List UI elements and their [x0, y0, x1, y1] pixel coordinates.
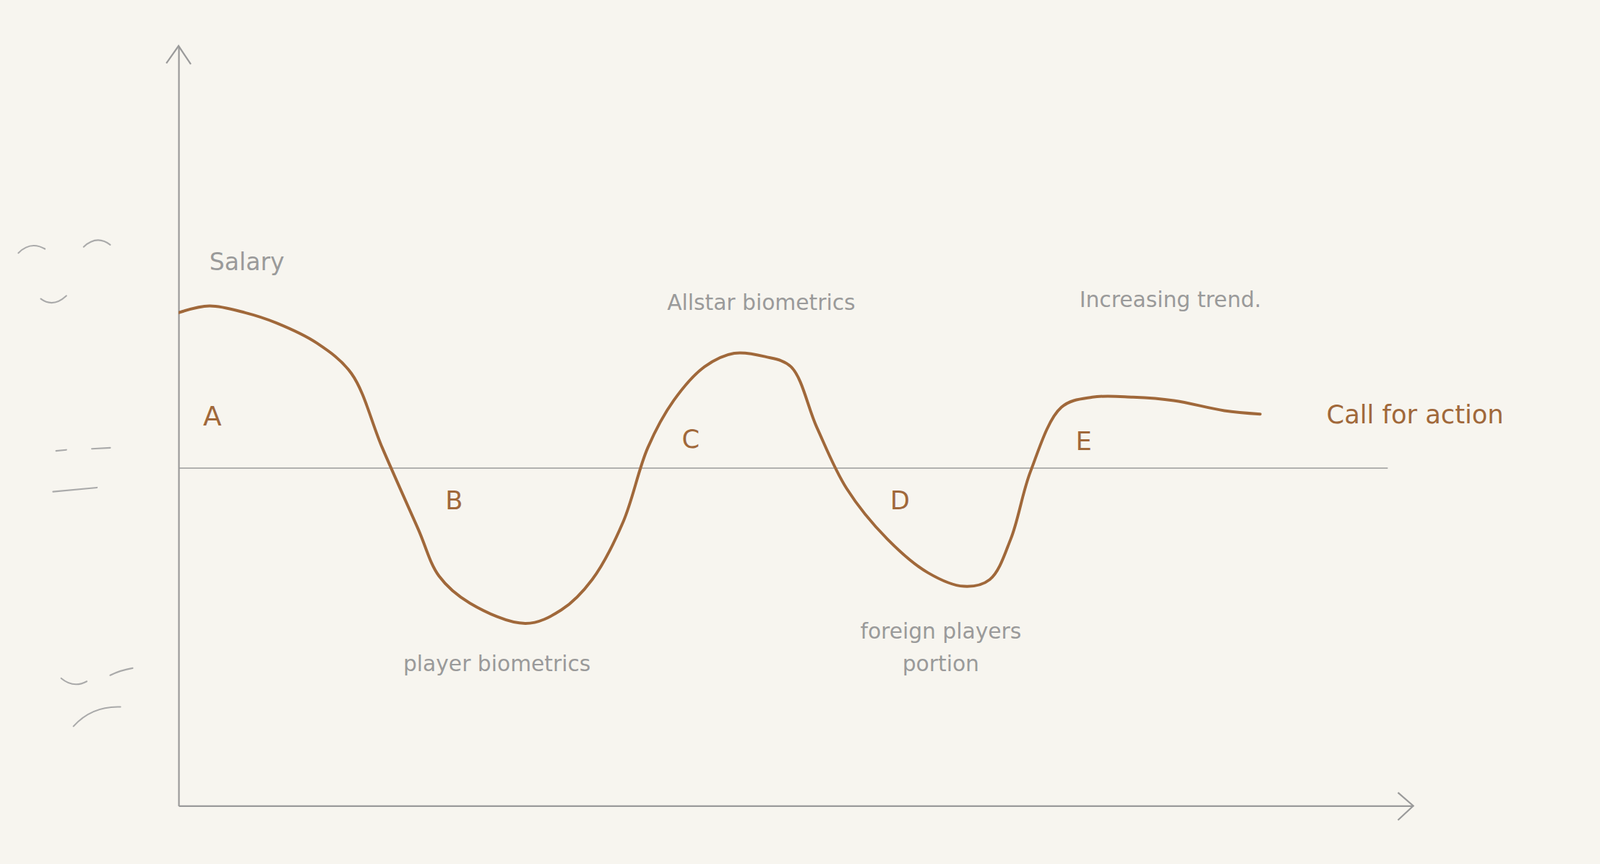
chart: Salary A Bplayer biometrics C Allstar biomet…: [0, 0, 1600, 864]
plot-area: [178, 306, 1261, 624]
annotation: Allstar biometrics: [667, 289, 855, 316]
grid-line: [178, 467, 1388, 470]
face-stroke: [40, 295, 66, 303]
annotation: Call for action: [1326, 399, 1504, 430]
annotation: foreign players portion: [859, 618, 1022, 677]
arrow: [166, 46, 191, 65]
grid: [178, 467, 1388, 469]
curve: [178, 306, 1261, 624]
face-stroke: [83, 239, 111, 247]
axis-line: [177, 46, 180, 807]
face-stroke: [52, 487, 97, 493]
annotation: player biometrics: [403, 651, 591, 677]
annotation: D: [890, 485, 910, 516]
annotation: A: [203, 400, 222, 433]
y-axis: [178, 46, 180, 807]
x-axis: [179, 805, 1415, 807]
annotation: B: [445, 485, 463, 516]
face-stroke: [56, 450, 67, 451]
annotation: C: [682, 424, 701, 454]
annotation: E: [1075, 426, 1092, 457]
annotation: Salary: [209, 247, 285, 277]
arrow: [1397, 792, 1413, 821]
face-stroke: [61, 678, 87, 685]
annotations: Salary A Bplayer biometrics C Allstar biomet…: [203, 247, 1504, 677]
annotation: Increasing trend.: [1079, 286, 1262, 313]
face-stroke: [91, 448, 110, 449]
faces: [18, 239, 133, 727]
annotation-line: foreign players: [859, 618, 1022, 644]
face-stroke: [109, 668, 133, 676]
annotation-line: portion: [902, 651, 980, 677]
face-stroke: [18, 245, 45, 253]
face-stroke: [73, 706, 121, 727]
axis-line: [179, 805, 1415, 808]
